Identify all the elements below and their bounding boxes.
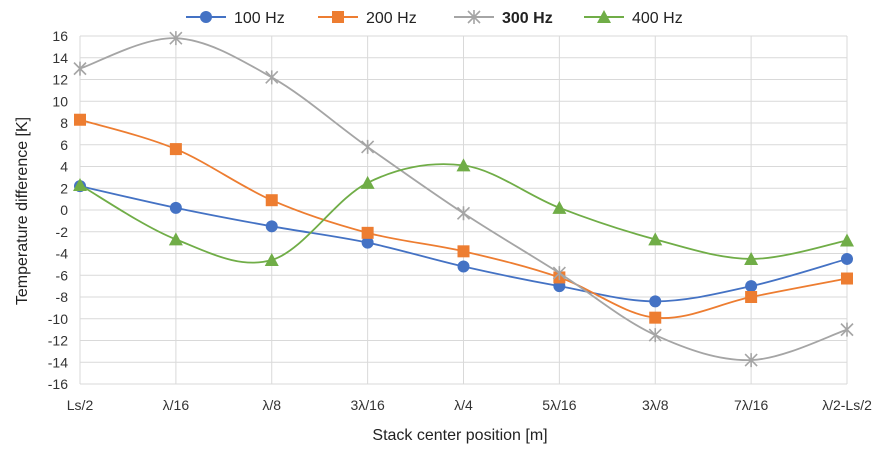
series-line — [79, 163, 848, 264]
data-point — [169, 143, 182, 156]
y-tick-label: -8 — [56, 289, 69, 305]
x-tick-label: 7λ/16 — [734, 397, 768, 413]
y-tick-label: -14 — [48, 354, 68, 370]
legend: 100 Hz 200 Hz 300 Hz 400 Hz — [186, 10, 683, 27]
y-tick-label: 8 — [60, 115, 68, 131]
legend-marker — [467, 10, 481, 24]
y-tick-label: 4 — [60, 159, 68, 175]
data-point — [457, 245, 470, 258]
data-point — [73, 61, 87, 76]
x-tick-label: λ/16 — [163, 397, 190, 413]
y-tick-label: 10 — [52, 93, 68, 109]
data-point — [840, 233, 854, 247]
legend-item: 300 Hz — [454, 10, 553, 27]
x-tick-label: Ls/2 — [67, 397, 94, 413]
data-point — [552, 266, 566, 281]
y-tick-label: -2 — [56, 224, 69, 240]
y-tick-label: 16 — [52, 28, 68, 44]
data-point — [361, 236, 374, 249]
y-tick-label: 0 — [60, 202, 68, 218]
legend-label: 300 Hz — [502, 10, 553, 27]
legend-label: 400 Hz — [632, 10, 683, 27]
legend-item: 200 Hz — [318, 10, 417, 27]
data-point — [840, 322, 854, 337]
x-tick-label: 3λ/8 — [642, 397, 669, 413]
data-point — [265, 70, 279, 85]
data-point — [552, 200, 567, 214]
x-tick-label: λ/8 — [262, 397, 281, 413]
data-point — [649, 295, 662, 308]
y-tick-label: 14 — [52, 50, 68, 66]
x-tick-label: λ/2-Ls/2 — [822, 397, 872, 413]
data-point — [649, 311, 662, 324]
data-point — [361, 226, 374, 239]
legend-label: 200 Hz — [366, 10, 417, 27]
data-point — [74, 113, 86, 126]
y-tick-label: -6 — [56, 267, 69, 283]
data-point — [648, 232, 663, 246]
series-100-hz — [74, 180, 853, 308]
data-point — [169, 31, 183, 46]
data-point — [841, 272, 853, 285]
data-point — [73, 177, 87, 191]
data-point — [841, 252, 853, 265]
y-tick-label: 2 — [60, 180, 68, 196]
y-tick-label: 6 — [60, 137, 68, 153]
data-point — [745, 291, 758, 303]
data-point — [361, 139, 375, 154]
data-point — [265, 194, 278, 207]
y-tick-label: -12 — [48, 333, 68, 349]
x-tick-label: 3λ/16 — [351, 397, 385, 413]
x-axis-title: Stack center position [m] — [372, 427, 547, 444]
legend-marker — [200, 11, 212, 23]
data-point — [360, 175, 375, 189]
data-point — [169, 201, 182, 214]
data-point — [457, 260, 470, 273]
data-point — [744, 353, 758, 368]
legend-marker — [332, 11, 344, 23]
x-tick-label: 5λ/16 — [542, 397, 576, 413]
y-tick-label: -4 — [56, 246, 69, 262]
axes: -16 -14 -12 -10 -8 -6 -4 -2 0 2 4 6 8 10 12 14 16 Ls/2 λ/1… — [48, 28, 872, 413]
data-point — [168, 232, 183, 246]
series-400-hz — [73, 158, 854, 267]
y-axis-title: Temperature difference [K] — [14, 117, 31, 305]
data-point — [265, 220, 278, 233]
y-tick-label: 12 — [52, 72, 68, 88]
legend-item: 400 Hz — [584, 10, 683, 27]
series-200-hz — [74, 113, 853, 324]
y-tick-label: -10 — [48, 311, 68, 327]
data-point — [264, 253, 279, 267]
legend-label: 100 Hz — [234, 10, 285, 27]
gridlines — [79, 35, 848, 385]
series-group — [73, 31, 854, 368]
data-point — [648, 328, 662, 343]
data-point — [744, 251, 759, 265]
series-300-hz — [73, 31, 854, 368]
legend-item: 100 Hz — [186, 10, 285, 27]
data-point — [456, 158, 471, 172]
y-tick-label: -16 — [48, 376, 68, 392]
x-tick-label: λ/4 — [454, 397, 473, 413]
data-point — [456, 206, 471, 221]
legend-marker — [597, 10, 611, 23]
data-point — [745, 280, 758, 293]
